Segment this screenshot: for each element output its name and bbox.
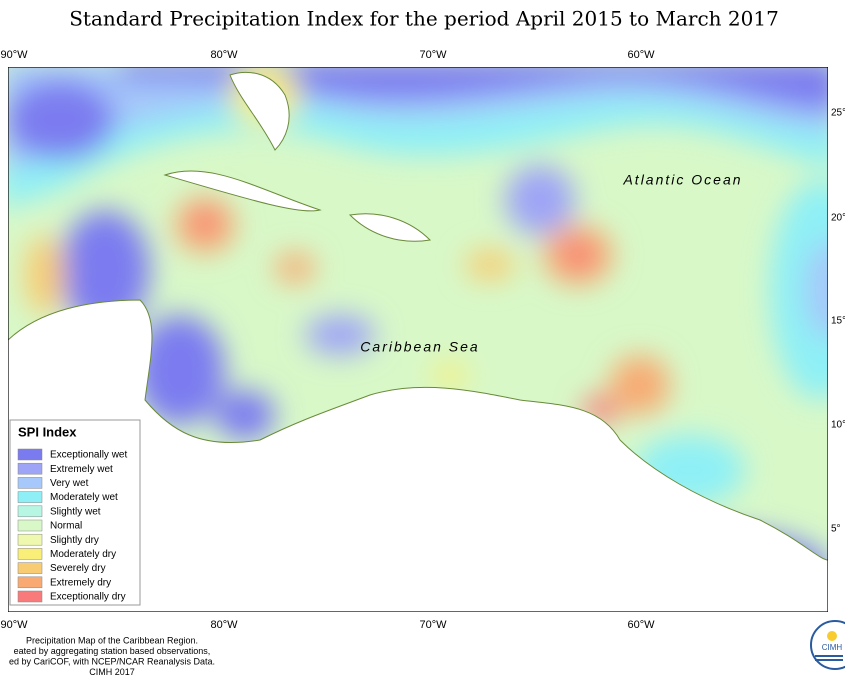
logo: CIMH (810, 620, 845, 670)
top-tick-label: 70°W (419, 49, 447, 61)
logo-text: CIMH (822, 643, 843, 652)
legend-label: Slightly wet (50, 506, 101, 517)
footer: Precipitation Map of the Caribbean Regio… (9, 635, 215, 677)
legend-label: Moderately dry (50, 549, 116, 560)
right-tick-label: 15° (831, 316, 845, 327)
map (8, 67, 828, 612)
legend-label: Extremely wet (50, 464, 113, 475)
legend-swatch (17, 519, 43, 532)
legend-label: Exceptionally dry (50, 592, 126, 603)
top-tick-label: 60°W (627, 49, 655, 61)
bottom-tick-label: 60°W (627, 619, 655, 631)
legend-swatch (17, 505, 43, 518)
top-tick-label: 80°W (210, 49, 238, 61)
legend: SPI Index Exceptionally wet Extremely wet… (9, 419, 141, 606)
bottom-tick-label: 80°W (210, 619, 238, 631)
right-tick-label: 5° (831, 524, 841, 535)
legend-swatch (17, 477, 43, 489)
legend-label: Moderately wet (50, 492, 118, 503)
footer-line: Precipitation Map of the Caribbean Regio… (26, 635, 198, 645)
right-tick-label: 20° (831, 213, 845, 224)
axis-labels: 90°W 80°W 70°W 60°W 90°W 80°W 70°W 60°W 25° 20° 15… (0, 49, 845, 631)
legend-swatch (17, 462, 43, 475)
top-tick-label: 90°W (0, 49, 28, 61)
right-tick-label: 10° (831, 420, 845, 431)
legend-label: Exceptionally wet (50, 450, 127, 461)
legend-swatch (17, 548, 43, 560)
legend-swatch (17, 576, 43, 589)
footer-line: ed by CariCOF, with NCEP/NCAR Reanalysis… (9, 656, 215, 666)
legend-title: SPI Index (18, 424, 77, 439)
legend-label: Extremely dry (50, 577, 111, 588)
footer-line: CIMH 2017 (89, 667, 135, 677)
legend-swatch (17, 448, 43, 461)
legend-label: Normal (50, 521, 82, 532)
title: Standard Precipitation Index for the per… (69, 7, 779, 31)
bottom-tick-label: 90°W (0, 619, 28, 631)
bottom-tick-label: 70°W (419, 619, 447, 631)
ocean-label: Atlantic Ocean (622, 172, 742, 188)
legend-label: Severely dry (50, 563, 106, 574)
legend-swatch (17, 562, 43, 574)
sea-label: Caribbean Sea (360, 339, 479, 355)
legend-label: Slightly dry (50, 535, 99, 546)
footer-line: eated by aggregating station based obser… (14, 646, 211, 656)
legend-swatch (17, 491, 43, 503)
legend-label: Very wet (50, 478, 89, 489)
legend-swatch (17, 533, 43, 546)
right-tick-label: 25° (831, 108, 845, 119)
legend-swatch (17, 590, 43, 603)
